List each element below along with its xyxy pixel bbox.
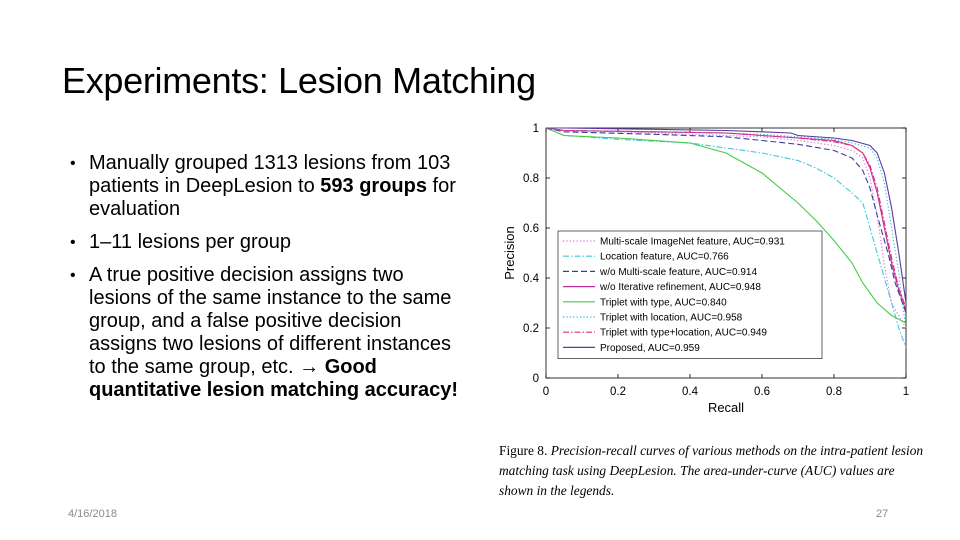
x-tick-label: 0 xyxy=(543,386,549,398)
precision-recall-chart: 0 0.2 0.4 0.6 0.8 1 0 0.2 0.4 0.6 0.8 1 Recall Precis… xyxy=(502,123,909,415)
series-line-1 xyxy=(545,127,907,329)
x-tick-label: 0.6 xyxy=(754,386,770,398)
plot-frame xyxy=(545,127,907,379)
bullet-item: • A true positive decision assigns two l… xyxy=(68,264,468,402)
legend-box xyxy=(557,230,823,359)
figure-caption: Figure 8. Precision-recall curves of var… xyxy=(499,441,929,501)
x-tick-label: 1 xyxy=(903,386,909,398)
figure-caption-text: Precision-recall curves of various metho… xyxy=(499,443,924,498)
bullet-item: • Manually grouped 1313 lesions from 103… xyxy=(68,152,468,221)
x-tick-label: 0.8 xyxy=(826,386,842,398)
series-line-8 xyxy=(546,127,907,304)
legend-label: Multi-scale ImageNet feature, AUC=0.931 xyxy=(600,237,785,248)
y-tick-label: 1 xyxy=(533,123,539,135)
legend-label: w/o Iterative refinement, AUC=0.948 xyxy=(599,282,761,293)
y-axis-label: Precision xyxy=(502,226,517,279)
series-line-6 xyxy=(545,127,907,329)
bullet-text: 1–11 lesions per group xyxy=(89,231,291,253)
y-tick-label: 0.8 xyxy=(523,173,539,185)
figure-caption-label: Figure 8. xyxy=(499,443,548,458)
legend-label: Location feature, AUC=0.766 xyxy=(600,252,729,263)
slide-title: Experiments: Lesion Matching xyxy=(62,60,536,101)
y-tick-label: 0 xyxy=(533,373,539,385)
x-tick-label: 0.2 xyxy=(610,386,626,398)
bullet-text: Manually grouped 1313 lesions from 103 p… xyxy=(89,152,451,197)
y-tick-label: 0.2 xyxy=(523,323,539,335)
legend-label: w/o Multi-scale feature, AUC=0.914 xyxy=(599,267,757,278)
bullet-text-tail: for evaluation xyxy=(89,175,456,220)
y-tick-label: 0.4 xyxy=(523,273,540,285)
series-line-2 xyxy=(545,127,907,349)
bullet-item: • 1–11 lesions per group xyxy=(68,231,468,254)
bullet-bold-text: Good quantitative lesion matching accura… xyxy=(89,356,458,401)
x-axis-label: Recall xyxy=(708,400,744,415)
series-line-7 xyxy=(545,127,907,309)
bullet-icon: • xyxy=(70,155,76,172)
bullet-text: A true positive decision assigns two les… xyxy=(89,264,452,378)
series-line-3 xyxy=(545,127,907,314)
legend-label: Proposed, AUC=0.959 xyxy=(600,343,700,354)
x-tick-label: 0.4 xyxy=(682,386,699,398)
bullet-list: • Manually grouped 1313 lesions from 103… xyxy=(68,152,468,412)
series-line-5 xyxy=(545,127,907,324)
legend-label: Triplet with type, AUC=0.840 xyxy=(600,297,727,308)
bullet-icon: • xyxy=(70,234,76,251)
y-tick-label: 0.6 xyxy=(523,223,539,235)
slide-number: 27 xyxy=(876,508,889,520)
legend-label: Triplet with location, AUC=0.958 xyxy=(600,313,743,324)
bullet-bold-text: 593 groups xyxy=(320,175,427,197)
legend-label: Triplet with type+location, AUC=0.949 xyxy=(600,328,767,339)
bullet-icon: • xyxy=(70,267,76,284)
slide-date: 4/16/2018 xyxy=(68,508,117,520)
